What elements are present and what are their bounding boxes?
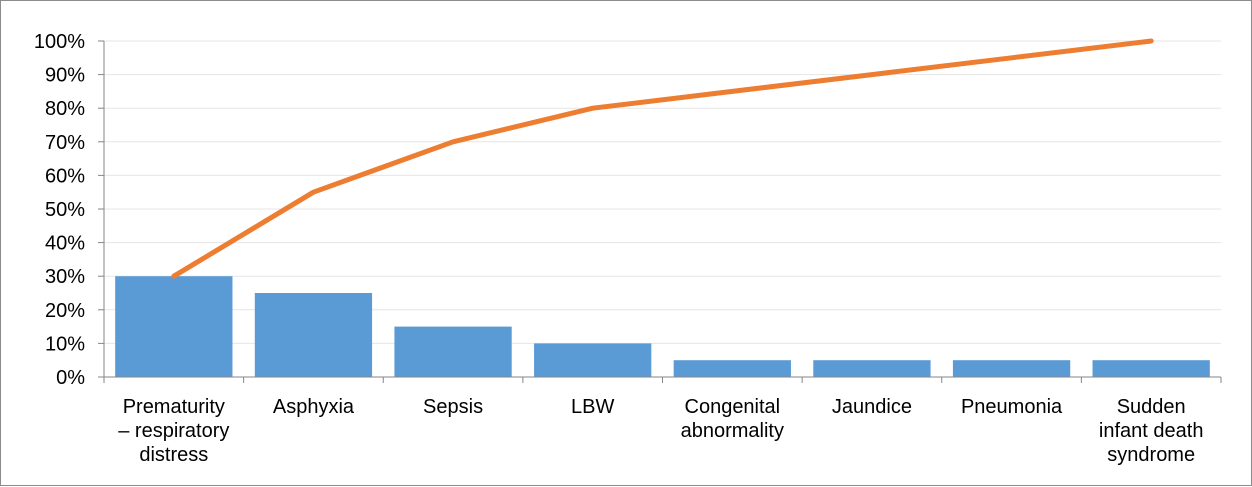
x-category-label: Asphyxia (273, 396, 355, 418)
x-category-label-line: Sudden (1117, 396, 1186, 418)
bar (254, 293, 373, 377)
bar (534, 343, 652, 377)
y-tick-label: 40% (45, 233, 85, 255)
y-tick-label: 70% (45, 132, 85, 154)
x-category-label: Jaundice (832, 396, 912, 418)
x-category-label-line: syndrome (1107, 444, 1195, 466)
x-category-label-line: distress (139, 444, 208, 466)
bar (813, 360, 931, 377)
y-tick-label: 100% (34, 31, 85, 53)
x-category-label: Congenital abnormality (681, 396, 784, 442)
x-category-label: Sudden infant death syndrome (1099, 396, 1204, 466)
x-category-label-line: abnormality (681, 420, 784, 442)
x-category-label: Pneumonia (961, 396, 1063, 418)
x-category-label: Sepsis (423, 396, 483, 418)
y-tick-label: 80% (45, 98, 85, 120)
x-category-label-line: Jaundice (832, 396, 912, 418)
y-tick-label: 50% (45, 199, 85, 221)
x-category-label-line: Prematurity (123, 396, 225, 418)
axes (98, 40, 1222, 383)
y-tick-label: 60% (45, 165, 85, 187)
bar (952, 360, 1071, 377)
bar (115, 276, 233, 377)
bar (394, 326, 512, 377)
cumulative-line (171, 38, 1154, 279)
x-category-label-line: – respiratory (118, 420, 229, 442)
bar-series (115, 276, 1210, 377)
x-category-label-line: Sepsis (423, 396, 483, 418)
bar (1092, 360, 1210, 377)
cumulative-line-series (171, 38, 1154, 279)
y-tick-label: 30% (45, 266, 85, 288)
x-category-label-line: Asphyxia (273, 396, 355, 418)
y-tick-label: 90% (45, 65, 85, 87)
y-tick-label: 0% (56, 367, 85, 389)
x-category-label-line: Pneumonia (961, 396, 1063, 418)
axis-labels: 0% 10% 20% 30% 40% 50% 60% 70% 80% 90% 100% Prematu… (34, 31, 1204, 466)
x-category-label: Prematurity – respiratory distress (118, 396, 229, 466)
x-category-label-line: Congenital (685, 396, 781, 418)
y-tick-label: 20% (45, 300, 85, 322)
x-category-label-line: LBW (571, 396, 614, 418)
bar (673, 360, 791, 377)
x-category-label-line: infant death (1099, 420, 1204, 442)
y-tick-label: 10% (45, 333, 85, 355)
x-category-label: LBW (571, 396, 614, 418)
